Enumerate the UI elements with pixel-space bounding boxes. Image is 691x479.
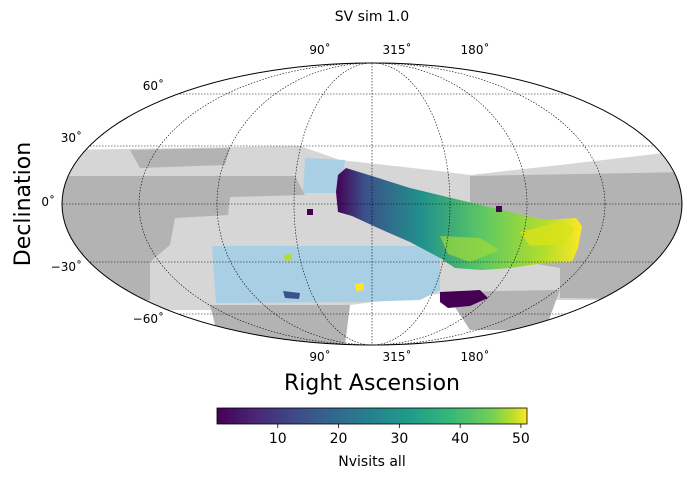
colorbar-tick-label: 30 <box>390 431 408 447</box>
lon-tick-label-bottom: 180˚ <box>461 349 490 364</box>
lon-tick-label-top: 180˚ <box>461 42 490 57</box>
nvisits-patch <box>496 206 502 212</box>
colorbar-ticks: 10 20 30 40 50 <box>269 424 530 447</box>
gridline-meridian <box>293 63 451 345</box>
nvisits-patch <box>440 290 488 308</box>
gridline-meridian <box>138 63 606 345</box>
lon-tick-label-top: 315˚ <box>383 42 412 57</box>
colorbar-tick-label: 10 <box>269 431 287 447</box>
lat-tick-label: −60˚ <box>133 311 164 326</box>
footprint-layer <box>62 146 682 345</box>
nvisits-main-strip <box>336 168 582 270</box>
lat-tick-label: −30˚ <box>51 259 82 274</box>
x-axis-label: Right Ascension <box>284 371 460 396</box>
nvisits-hotspot <box>520 222 575 246</box>
gridline-meridian <box>216 63 528 345</box>
nvisits-layer <box>283 168 582 308</box>
footprint-light-blue-region <box>212 246 440 303</box>
footprint-light-blue-region <box>303 158 345 193</box>
lon-tick-label-top: 90˚ <box>309 42 330 57</box>
nvisits-patch <box>283 291 300 299</box>
nvisits-patch <box>284 254 292 261</box>
footprint-dark-gray-region <box>130 148 230 168</box>
sky-boundary <box>61 62 683 346</box>
lat-tick-label: 60˚ <box>143 78 164 93</box>
colorbar-tick-label: 50 <box>512 431 530 447</box>
chart-title: SV sim 1.0 <box>335 9 409 25</box>
colorbar-label: Nvisits all <box>338 454 405 470</box>
nvisits-patch <box>355 283 364 291</box>
lon-tick-label-bottom: 315˚ <box>383 349 412 364</box>
y-axis-label: Declination <box>11 142 36 266</box>
colorbar-gradient <box>216 407 528 425</box>
nvisits-hotspot <box>440 236 500 262</box>
colorbar-tick-label: 40 <box>451 431 469 447</box>
colorbar: 10 20 30 40 50 Nvisits all <box>216 407 530 470</box>
lon-tick-label-bottom: 90˚ <box>309 349 330 364</box>
nvisits-patch <box>307 209 313 215</box>
colorbar-tick-label: 20 <box>330 431 348 447</box>
lat-tick-label: 30˚ <box>61 130 82 145</box>
lat-tick-label: 0˚ <box>41 194 55 209</box>
